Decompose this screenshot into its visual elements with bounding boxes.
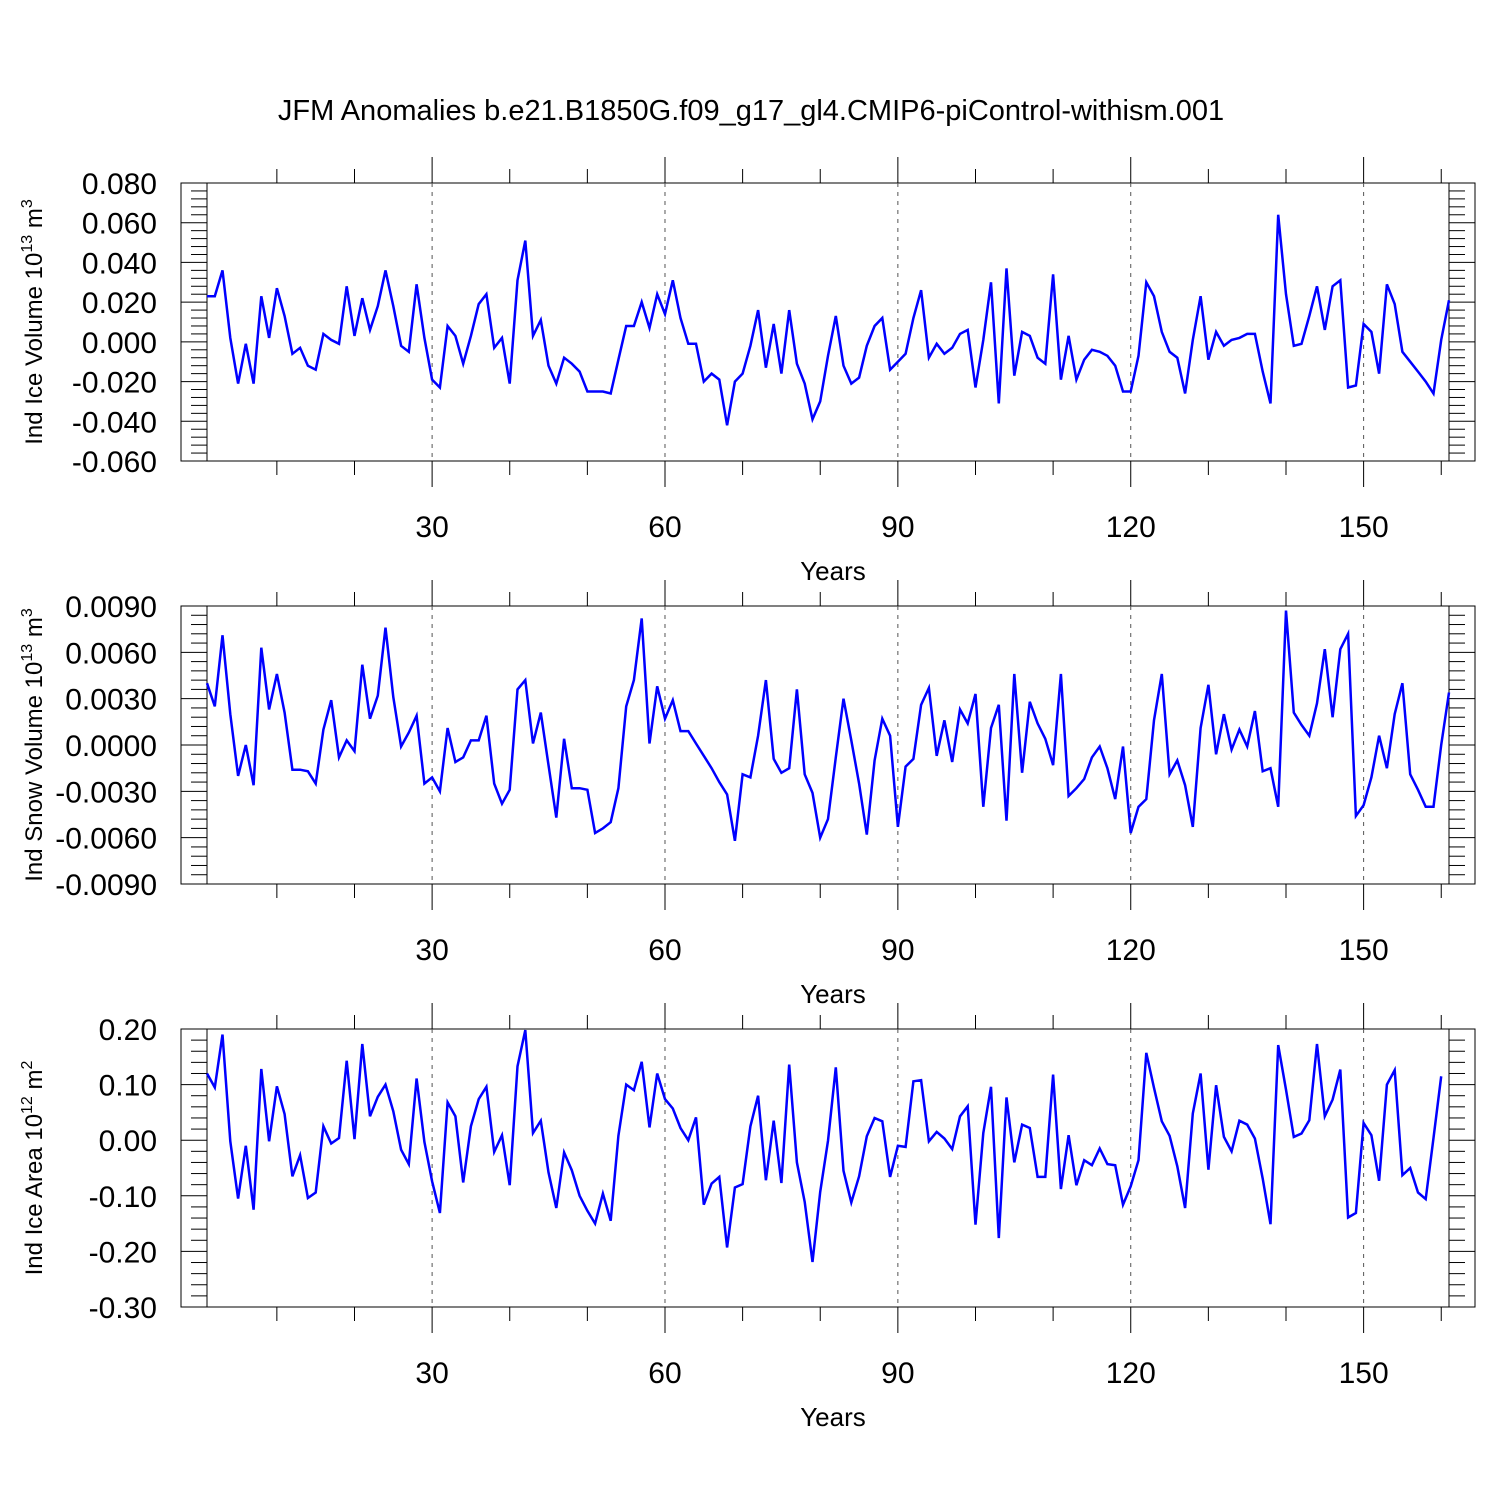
plot-frame (180, 182, 1476, 462)
y-tick-label: 0.10 (99, 1070, 157, 1103)
y-tick-label: -0.0060 (55, 823, 157, 856)
plot-frame (180, 1028, 1476, 1308)
x-axis-label: Years (800, 556, 866, 586)
y-tick-label: 0.020 (82, 287, 157, 320)
x-tick-label: 60 (648, 511, 681, 544)
y-tick-label: 0.080 (82, 168, 157, 201)
y-tick-label: -0.20 (89, 1236, 157, 1269)
x-tick-label: 60 (648, 1357, 681, 1390)
y-tick-label: 0.0000 (65, 730, 157, 763)
x-tick-label: 150 (1339, 934, 1389, 967)
x-tick-label: 60 (648, 934, 681, 967)
chart-panel-3: -0.30 -0.20 -0.10 0.00 0.10 0.20 30 60 90 120 150 Y… (19, 1003, 1476, 1432)
x-tick-label: 90 (881, 934, 914, 967)
x-tick-label: 150 (1339, 1357, 1389, 1390)
y-tick-label: -0.10 (89, 1181, 157, 1214)
x-tick-label: 90 (881, 511, 914, 544)
y-axis-label: Ind Ice Volume 1013 m3 (19, 199, 48, 445)
y-tick-label: -0.0030 (55, 776, 157, 809)
x-tick-label: 120 (1106, 934, 1156, 967)
y-tick-label: 0.060 (82, 208, 157, 241)
y-tick-label: 0.20 (99, 1014, 157, 1047)
y-tick-label: -0.040 (72, 406, 157, 439)
y-tick-label: -0.0090 (55, 869, 157, 902)
x-tick-label: 90 (881, 1357, 914, 1390)
y-tick-label: 0.000 (82, 327, 157, 360)
x-axis-label: Years (800, 1402, 866, 1432)
series-line-ind-snow-volume (205, 610, 1451, 843)
y-tick-label: -0.060 (72, 446, 157, 479)
y-axis-label: Ind Snow Volume 1013 m3 (19, 608, 48, 882)
y-tick-label: 0.0060 (65, 637, 157, 670)
y-tick-label: -0.30 (89, 1292, 157, 1325)
chart-panel-1: -0.060 -0.040 -0.020 0.000 0.020 0.040 0.060 0.… (19, 157, 1476, 586)
y-tick-label: 0.040 (82, 247, 157, 280)
x-axis-label: Years (800, 979, 866, 1009)
y-axis-label: Ind Ice Area 1012 m2 (19, 1060, 48, 1275)
series-line-ind-ice-area (205, 1029, 1443, 1263)
y-tick-label: -0.020 (72, 367, 157, 400)
y-tick-label: 0.00 (99, 1125, 157, 1158)
x-tick-label: 30 (415, 511, 448, 544)
figure-title: JFM Anomalies b.e21.B1850G.f09_g17_gl4.C… (278, 95, 1224, 127)
x-tick-label: 120 (1106, 1357, 1156, 1390)
series-line-ind-ice-volume (207, 214, 1451, 426)
x-tick-label: 120 (1106, 511, 1156, 544)
x-tick-label: 30 (415, 934, 448, 967)
y-tick-label: 0.0090 (65, 591, 157, 624)
chart-panel-2: -0.0090 -0.0060 -0.0030 0.0000 0.0030 0.0060 0… (19, 580, 1476, 1009)
x-tick-label: 150 (1339, 511, 1389, 544)
x-tick-label: 30 (415, 1357, 448, 1390)
y-tick-label: 0.0030 (65, 684, 157, 717)
